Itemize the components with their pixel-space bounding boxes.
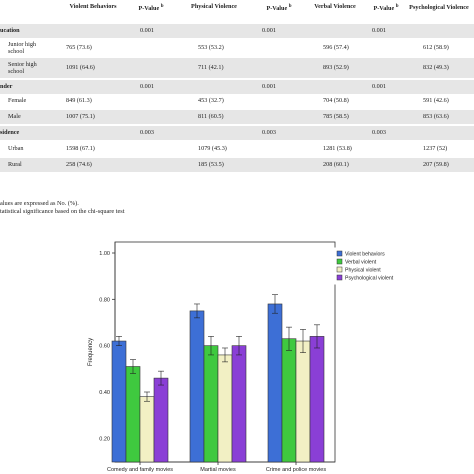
table-row: Urban 1598 (67.1) 1079 (45.3) 1281 (53.8) 12… xyxy=(0,142,474,156)
bar-psychological-violent xyxy=(231,345,247,463)
verbal-cell: 596 (57.4) xyxy=(323,44,349,51)
bar-verbal-violent xyxy=(203,345,219,463)
p-value-cell: 0.003 xyxy=(372,129,386,136)
category-label: Comedy and family movies xyxy=(107,467,173,473)
legend-box xyxy=(334,247,414,285)
violent-cell: 765 (73.6) xyxy=(66,44,92,51)
violent-cell: 258 (74.6) xyxy=(66,161,92,168)
bar-physical-violent xyxy=(139,396,155,463)
row-label: Urban xyxy=(8,145,24,152)
col-psychological-violence: Psychological Violence xyxy=(409,4,469,11)
bar-psychological-violent xyxy=(153,377,169,463)
bar-physical-violent xyxy=(217,354,233,463)
section-label: sidence xyxy=(0,129,20,136)
violent-cell: 1598 (67.1) xyxy=(66,145,95,152)
bar-verbal-violent xyxy=(125,366,141,463)
psychological-cell: 612 (58.9) xyxy=(423,44,449,51)
physical-cell: 711 (42.1) xyxy=(198,64,224,71)
category-label: Crime and police movies xyxy=(266,467,326,473)
p-value-cell: 0.001 xyxy=(262,83,276,90)
table-row: Male 1007 (75.1) 811 (60.5) 785 (58.5) 853 (… xyxy=(0,110,474,124)
y-tick-label: 0.40 xyxy=(99,390,110,396)
verbal-cell: 785 (58.5) xyxy=(323,113,349,120)
bar-violent-behaviors xyxy=(111,340,127,463)
y-tick-label: 0.60 xyxy=(99,344,110,350)
psychological-cell: 853 (63.6) xyxy=(423,113,449,120)
y-tick-label: 1.00 xyxy=(99,251,110,257)
row-label: Junior high school xyxy=(8,41,37,55)
psychological-cell: 591 (42.6) xyxy=(423,97,449,104)
legend-label: Violent behaviors xyxy=(345,252,385,258)
psychological-cell: 207 (59.8) xyxy=(423,161,449,168)
verbal-cell: 208 (60.1) xyxy=(323,161,349,168)
col-p-value-2: P-Value b xyxy=(266,4,292,13)
col-physical-violence: Physical Violence xyxy=(191,3,237,10)
bar-violent-behaviors xyxy=(189,310,205,463)
category-label: Martial movies xyxy=(200,467,236,473)
col-verbal-violence: Verbal Violence xyxy=(314,3,356,10)
p-value-cell: 0.001 xyxy=(372,27,386,34)
legend-swatch xyxy=(336,274,343,281)
section-label: nder xyxy=(0,83,13,90)
movie-violence-bar-chart: 0.20 0.40 0.60 0.80 1.00 Frequency Comedy and … xyxy=(88,241,414,473)
table-header: Violent Behaviors P-Value b Physical Vio… xyxy=(0,0,474,22)
table-row: Junior high school 765 (73.6) 553 (53.2) 59… xyxy=(0,38,474,58)
p-value-cell: 0.003 xyxy=(262,129,276,136)
physical-cell: 185 (53.5) xyxy=(198,161,224,168)
violent-cell: 849 (61.3) xyxy=(66,97,92,104)
col-p-value-1: P-Value b xyxy=(138,4,164,13)
legend-label: Verbal violent xyxy=(345,260,377,266)
p-value-cell: 0.001 xyxy=(372,83,386,90)
col-p-value-3: P-Value b xyxy=(373,4,399,13)
violent-cell: 1007 (75.1) xyxy=(66,113,95,120)
violent-cell: 1091 (64.6) xyxy=(66,64,95,71)
legend-swatch xyxy=(336,258,343,265)
legend-label: Physical violent xyxy=(345,268,381,274)
verbal-cell: 1281 (53.8) xyxy=(323,145,352,152)
p-value-cell: 0.001 xyxy=(140,83,154,90)
row-label: Senior high school xyxy=(8,61,37,75)
row-label: Female xyxy=(8,97,27,104)
table-notes: alues are expressed as No. (%). tatistic… xyxy=(0,200,125,216)
p-value-cell: 0.003 xyxy=(140,129,154,136)
legend-swatch xyxy=(336,250,343,257)
table-row: Senior high school 1091 (64.6) 711 (42.1) 8… xyxy=(0,58,474,78)
physical-cell: 453 (32.7) xyxy=(198,97,224,104)
bar-violent-behaviors xyxy=(267,303,283,463)
physical-cell: 1079 (45.3) xyxy=(198,145,227,152)
bar-psychological-violent xyxy=(309,336,325,463)
table-row: Rural 258 (74.6) 185 (53.5) 208 (60.1) 207 (… xyxy=(0,158,474,172)
verbal-cell: 893 (52.9) xyxy=(323,64,349,71)
psychological-cell: 832 (49.3) xyxy=(423,64,449,71)
psychological-cell: 1237 (52) xyxy=(423,145,448,152)
row-label: Male xyxy=(8,113,21,120)
table-note: tatistical significance based on the chi… xyxy=(0,208,125,215)
bar-physical-violent xyxy=(295,340,311,463)
p-value-cell: 0.001 xyxy=(140,27,154,34)
table-note: alues are expressed as No. (%). xyxy=(0,200,79,207)
section-label: ucation xyxy=(0,27,20,34)
table-row: Female 849 (61.3) 453 (32.7) 704 (50.8) 591 … xyxy=(0,94,474,108)
bar-verbal-violent xyxy=(281,338,297,463)
legend-swatch xyxy=(336,266,343,273)
y-tick-label: 0.80 xyxy=(99,297,110,303)
row-label: Rural xyxy=(8,161,22,168)
y-axis-title: Frequency xyxy=(88,338,94,366)
physical-cell: 553 (53.2) xyxy=(198,44,224,51)
physical-cell: 811 (60.5) xyxy=(198,113,224,120)
y-tick-label: 0.20 xyxy=(99,436,110,442)
p-value-cell: 0.001 xyxy=(262,27,276,34)
verbal-cell: 704 (50.8) xyxy=(323,97,349,104)
col-violent-behaviors: Violent Behaviors xyxy=(69,3,117,10)
legend-label: Psychological violent xyxy=(345,276,394,282)
